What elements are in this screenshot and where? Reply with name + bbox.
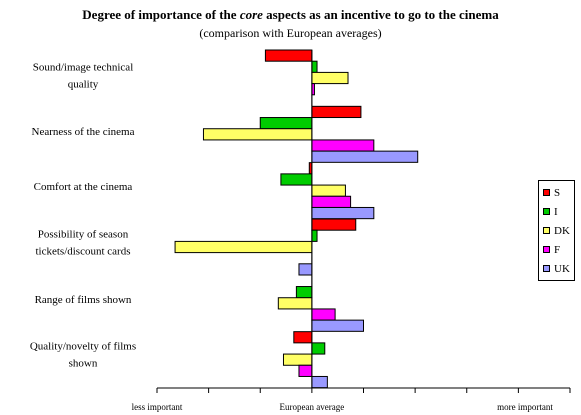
axis-label-average: European average xyxy=(280,402,345,412)
axis-label-less: less important xyxy=(132,402,183,412)
legend-item-i: I xyxy=(543,205,575,219)
bar-dk-5 xyxy=(282,353,313,366)
legend-item-f: F xyxy=(543,243,575,257)
legend-label: S xyxy=(554,187,561,199)
legend-swatch xyxy=(543,246,550,253)
legend-label: DK xyxy=(554,225,570,237)
bars xyxy=(174,49,419,389)
bar-f-4 xyxy=(311,308,336,321)
axis-label-more: more important xyxy=(497,402,553,412)
category-label: Comfort at the cinema xyxy=(34,181,133,193)
legend-swatch xyxy=(543,208,550,215)
bar-f-5 xyxy=(298,364,313,377)
bar-i-4 xyxy=(295,286,313,299)
legend-label: I xyxy=(554,206,558,218)
category-labels: Sound/image technical quality Nearness of … xyxy=(30,62,136,370)
legend-item-s: S xyxy=(543,186,575,200)
bar-f-1 xyxy=(311,139,375,152)
bar-i-2 xyxy=(280,173,313,186)
bar-i-1 xyxy=(259,117,313,130)
bar-s-3 xyxy=(311,218,357,231)
category-label: shown xyxy=(69,358,98,370)
bar-dk-1 xyxy=(202,128,313,141)
category-label: Quality/novelty of films xyxy=(30,341,136,353)
bar-s-1 xyxy=(311,105,362,119)
chart-subtitle: (comparison with European averages) xyxy=(199,26,382,40)
category-label: quality xyxy=(68,79,99,91)
category-label: Range of films shown xyxy=(35,294,132,306)
x-axis xyxy=(156,50,571,393)
bar-i-3 xyxy=(311,229,318,242)
bar-dk-0 xyxy=(311,71,349,85)
legend-label: F xyxy=(554,244,561,256)
bar-uk-4 xyxy=(311,319,364,332)
bar-f-2 xyxy=(311,195,352,208)
bar-dk-2 xyxy=(311,184,346,197)
bar-s-5 xyxy=(293,331,313,344)
legend-label: UK xyxy=(554,263,570,275)
legend-item-dk: DK xyxy=(543,224,575,238)
bar-i-0 xyxy=(311,60,318,73)
bar-dk-3 xyxy=(174,240,313,254)
legend-swatch xyxy=(543,189,550,196)
bar-uk-1 xyxy=(311,150,419,163)
legend: S I DK F UK xyxy=(538,180,575,281)
axis-labels: less important European average more impor… xyxy=(132,402,554,412)
legend-swatch xyxy=(543,227,550,234)
category-label: Sound/image technical xyxy=(33,62,134,74)
bar-uk-5 xyxy=(311,375,328,389)
bar-uk-3 xyxy=(298,263,313,276)
category-label: Possibility of season xyxy=(38,229,129,241)
chart-title: Degree of importance of the core aspects… xyxy=(82,7,499,22)
legend-swatch xyxy=(543,265,550,272)
bar-uk-2 xyxy=(311,206,375,220)
legend-item-uk: UK xyxy=(543,262,575,276)
bar-dk-4 xyxy=(277,297,313,310)
bar-i-5 xyxy=(311,342,326,355)
category-label: Nearness of the cinema xyxy=(32,126,135,138)
category-label: tickets/discount cards xyxy=(35,246,130,258)
bar-s-0 xyxy=(264,49,313,62)
